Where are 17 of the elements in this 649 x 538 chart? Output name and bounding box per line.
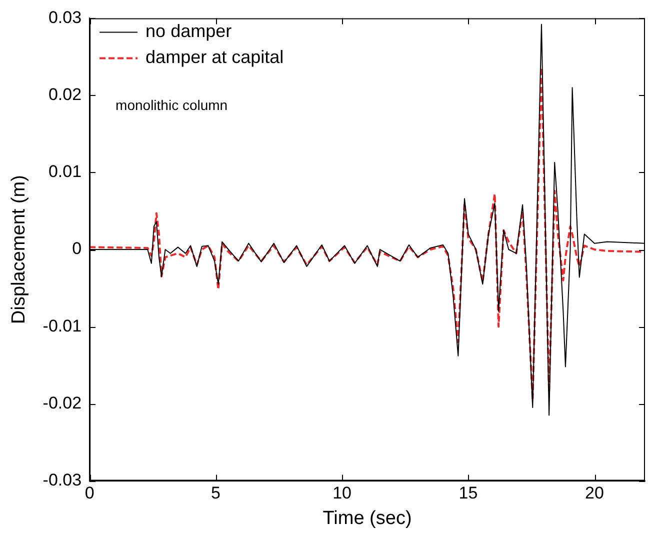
y-tick-label: -0.01 <box>42 316 82 336</box>
y-tick-label: 0.03 <box>48 8 82 27</box>
x-tick-label: 0 <box>84 484 94 503</box>
y-tick-label: -0.03 <box>42 470 82 490</box>
y-tick-label: 0.02 <box>48 84 82 104</box>
legend-label: no damper <box>146 21 232 42</box>
annotation: monolithic column <box>116 97 228 114</box>
x-tick-label: 20 <box>585 484 604 503</box>
y-tick-label: 0.01 <box>48 162 82 182</box>
legend-label: damper at capital <box>146 47 284 68</box>
y-axis-title: Displacement (m) <box>8 175 30 324</box>
y-tick-label: 0 <box>72 239 82 258</box>
x-tick-label: 15 <box>458 484 478 503</box>
y-tick-label: -0.02 <box>42 393 82 412</box>
x-tick-label: 10 <box>332 484 352 503</box>
x-tick-label: 5 <box>211 484 221 503</box>
x-axis-title: Time (sec) <box>322 508 412 529</box>
